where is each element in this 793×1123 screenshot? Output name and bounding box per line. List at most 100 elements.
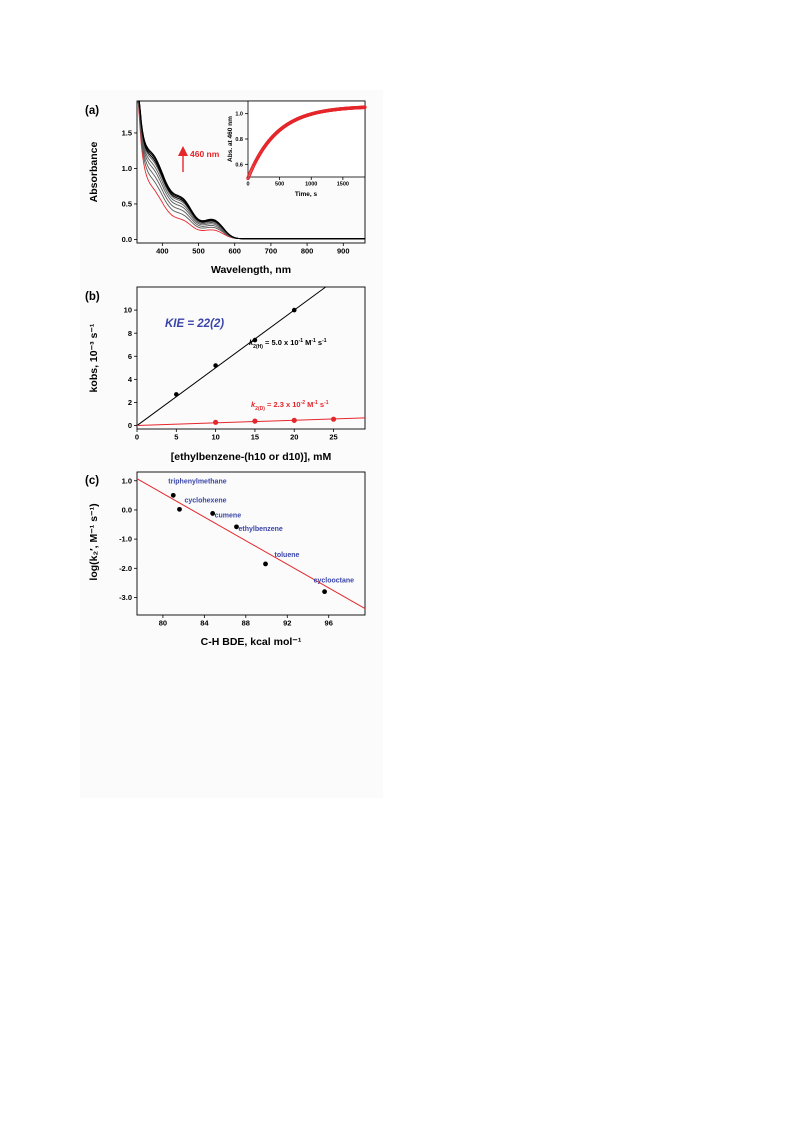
panel-b-x-tick-label: 0 (135, 433, 139, 442)
spectrum-line (138, 100, 365, 240)
inset-x-tick-label: 500 (275, 182, 284, 188)
panel-b-x-tick-label: 20 (290, 433, 298, 442)
inset-xlabel: Time, s (295, 191, 318, 198)
panel-c-x-tick-label: 80 (159, 619, 167, 628)
panel-b-x-tick-label: 10 (211, 433, 219, 442)
panel-c-x-tick-label: 84 (200, 619, 209, 628)
panel-b-y-tick-label: 2 (128, 398, 132, 407)
panel-a: (a) 400 500 600 700 800 900 0.0 0.5 1.0 1.5 460 … (85, 100, 367, 276)
data-point-red (330, 416, 337, 422)
panel-b-ylabel: kobs, 10⁻³ s⁻¹ (88, 323, 100, 392)
inset-plot: 0 500 1000 1500 0.6 0.8 1.0 Time, s Abs. at 4… (227, 100, 367, 198)
fit-h-text: = 5.0 x 10 (263, 338, 299, 347)
panel-c-y-tick-label: -2.0 (119, 564, 132, 573)
fit-h-unit-exp: -1 (311, 338, 316, 344)
data-point-black (252, 337, 258, 343)
compound-label: ethylbenzene (238, 526, 282, 533)
compound-label: cyclohexene (184, 497, 226, 504)
panel-a-letter: (a) (85, 105, 99, 117)
panel-b-y-tick-label: 4 (128, 375, 133, 384)
panel-b-x-tick-label: 25 (329, 433, 337, 442)
data-point (170, 492, 176, 498)
panel-c-x-tick-label: 88 (242, 619, 250, 628)
panel-a-x-tick-label: 500 (192, 247, 205, 256)
fit-h-sub: 2(H) (253, 344, 263, 350)
data-point (322, 589, 327, 595)
data-point-black (291, 307, 297, 313)
panel-b-xlabel: [ethylbenzene-(h10 or d10)], mM (171, 451, 332, 463)
panel-b-x-ticks: 0 5 10 15 20 25 (135, 429, 338, 442)
panel-a-x-tick-label: 700 (265, 247, 278, 256)
inset-x-tick-label: 0 (246, 182, 249, 188)
inset-frame (247, 100, 366, 178)
panel-c: (c) 80 84 88 92 96 1.0 0.0 -1.0 -2.0 -3.0 triphe… (85, 471, 366, 648)
panel-c-xlabel: C-H BDE, kcal mol⁻¹ (201, 636, 302, 648)
fit-d-k: k (251, 400, 256, 409)
panel-c-y-tick-label: -3.0 (119, 593, 132, 602)
fit-d-exp: -2 (301, 400, 306, 406)
panel-a-y-ticks: 0.0 0.5 1.0 1.5 (122, 129, 137, 244)
arrow-head (178, 146, 188, 156)
panel-b-letter: (b) (85, 291, 100, 303)
data-point (263, 561, 268, 567)
panel-c-y-tick-label: 0.0 (122, 506, 132, 515)
fit-label-d: k2(D) = 2.3 x 10-2 M-1 s-1 (251, 400, 329, 412)
fit-h-s-exp: -1 (322, 338, 327, 344)
panel-a-xlabel: Wavelength, nm (211, 264, 291, 276)
data-point-red (252, 418, 258, 424)
panel-a-y-tick-label: 0.5 (122, 200, 132, 209)
inset-ylabel: Abs. at 460 nm (227, 116, 234, 162)
compound-label: toluene (275, 552, 300, 559)
panel-a-x-tick-label: 400 (156, 247, 169, 256)
fit-d-s: s (318, 400, 324, 409)
data-point (210, 511, 216, 516)
fit-h-unit: M (303, 338, 311, 347)
figure-background (80, 90, 383, 798)
fit-line-red (136, 417, 366, 427)
fit-d-unit-exp: -1 (313, 400, 318, 406)
panel-c-x-tick-label: 96 (325, 619, 333, 628)
inset-y-tick-label: 1.0 (235, 112, 243, 118)
panel-a-x-tick-label: 600 (228, 247, 241, 256)
data-point (177, 506, 182, 512)
panel-b-frame (136, 286, 366, 430)
fit-h-s: s (316, 338, 322, 347)
compound-label: cumene (215, 512, 242, 519)
data-point-black (174, 392, 179, 397)
inset-x-ticks: 0 500 1000 1500 (246, 177, 349, 188)
compound-label: triphenylmethane (168, 478, 226, 485)
inset-y-tick-label: 0.8 (235, 137, 243, 143)
compound-label: cyclooctane (314, 578, 355, 585)
fit-h-exp: -1 (299, 338, 304, 344)
panel-c-letter: (c) (85, 475, 99, 487)
panel-a-x-tick-label: 800 (301, 247, 314, 256)
fit-h-k: k (249, 338, 254, 347)
panel-c-y-tick-label: -1.0 (119, 535, 132, 544)
panel-b-data (136, 286, 366, 427)
panel-b-y-tick-label: 6 (128, 352, 132, 361)
fit-label-h: k2(H) = 5.0 x 10-1 M-1 s-1 (249, 338, 327, 350)
panel-c-frame (136, 471, 366, 616)
panel-c-x-tick-label: 92 (283, 619, 291, 628)
panel-a-x-tick-label: 900 (337, 247, 350, 256)
panel-c-ylabel: log(k₂′, M⁻¹ s⁻¹) (88, 503, 100, 580)
kie-label: KIE = 22(2) (165, 318, 224, 330)
panel-b-y-tick-label: 10 (124, 306, 132, 315)
inset-y-ticks: 0.6 0.8 1.0 (235, 112, 248, 168)
panel-a-y-tick-label: 0.0 (122, 235, 132, 244)
inset-data (246, 105, 367, 181)
fit-d-unit: M (305, 400, 313, 409)
data-point (234, 524, 239, 530)
panel-a-spectra (137, 100, 365, 240)
panel-a-y-tick-label: 1.5 (122, 129, 132, 138)
kie-text: KIE = 22(2) (165, 318, 224, 330)
panel-b-y-tick-label: 8 (128, 329, 132, 338)
panel-c-x-ticks: 80 84 88 92 96 (159, 615, 333, 628)
panel-c-data: triphenylmethane cyclohexene cumene ethylbe… (136, 478, 366, 610)
panel-b-x-tick-label: 5 (174, 433, 178, 442)
data-point-red (213, 419, 219, 425)
panel-c-y-tick-label: 1.0 (122, 476, 132, 485)
panel-a-y-tick-label: 1.0 (122, 164, 132, 173)
